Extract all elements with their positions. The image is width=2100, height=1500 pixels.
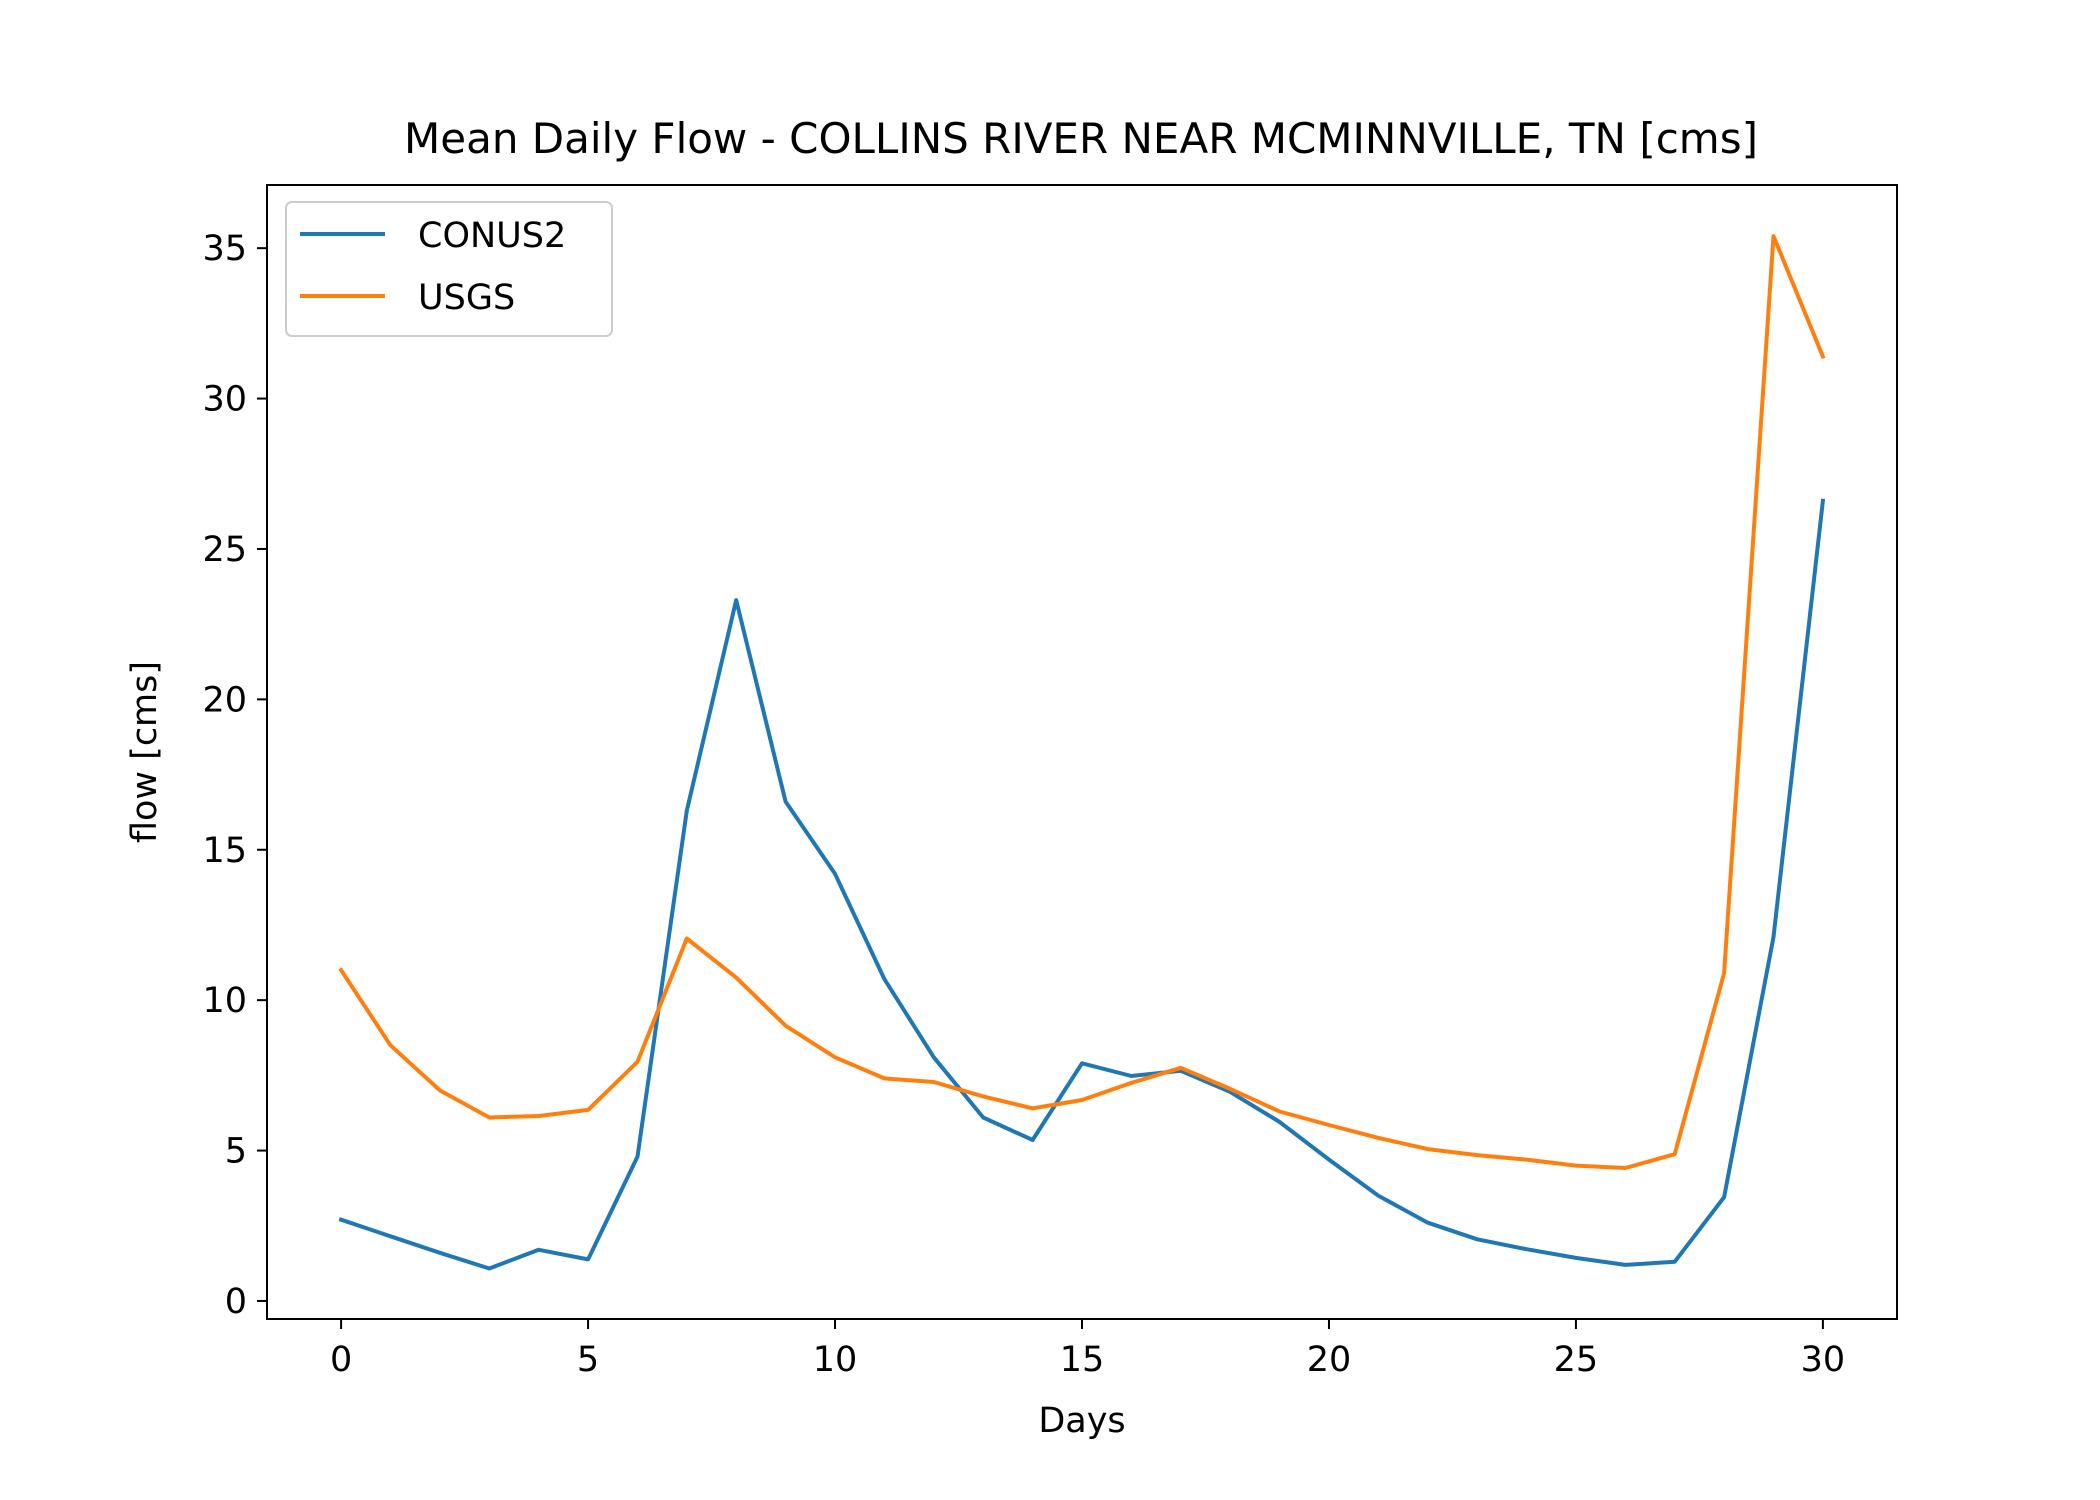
series-line-conus2 — [338, 498, 1826, 1271]
x-tick-label: 10 — [813, 1340, 858, 1380]
x-tick-label: 25 — [1554, 1340, 1599, 1380]
plot-frame — [266, 184, 1898, 1320]
series-line-usgs — [338, 234, 1826, 1170]
y-tick-label: 15 — [202, 831, 247, 871]
x-axis-ticks: 0 5 10 15 20 25 30 — [330, 1319, 1845, 1380]
x-tick-label: 20 — [1307, 1340, 1352, 1380]
y-tick-label: 5 — [225, 1132, 247, 1172]
legend: CONUS2 USGS — [285, 201, 613, 337]
chart-title: Mean Daily Flow - COLLINS RIVER NEAR MCM… — [404, 114, 1758, 163]
y-tick-label: 10 — [202, 981, 247, 1021]
x-tick-label: 30 — [1801, 1340, 1846, 1380]
y-tick-label: 25 — [202, 530, 247, 570]
legend-label-conus2: CONUS2 — [418, 216, 566, 256]
y-tick-label: 30 — [202, 380, 247, 420]
y-axis-label: flow [cms] — [125, 661, 165, 843]
legend-label-usgs: USGS — [418, 278, 515, 318]
y-tick-label: 0 — [225, 1282, 247, 1322]
x-tick-label: 5 — [577, 1340, 599, 1380]
x-tick-label: 15 — [1060, 1340, 1105, 1380]
x-tick-label: 0 — [330, 1340, 352, 1380]
y-tick-label: 35 — [202, 229, 247, 269]
y-axis-ticks: 0 5 10 15 20 25 30 35 — [202, 229, 267, 1322]
y-tick-label: 20 — [202, 680, 247, 720]
x-axis-label: Days — [1038, 1401, 1125, 1441]
series-layer — [338, 234, 1826, 1271]
